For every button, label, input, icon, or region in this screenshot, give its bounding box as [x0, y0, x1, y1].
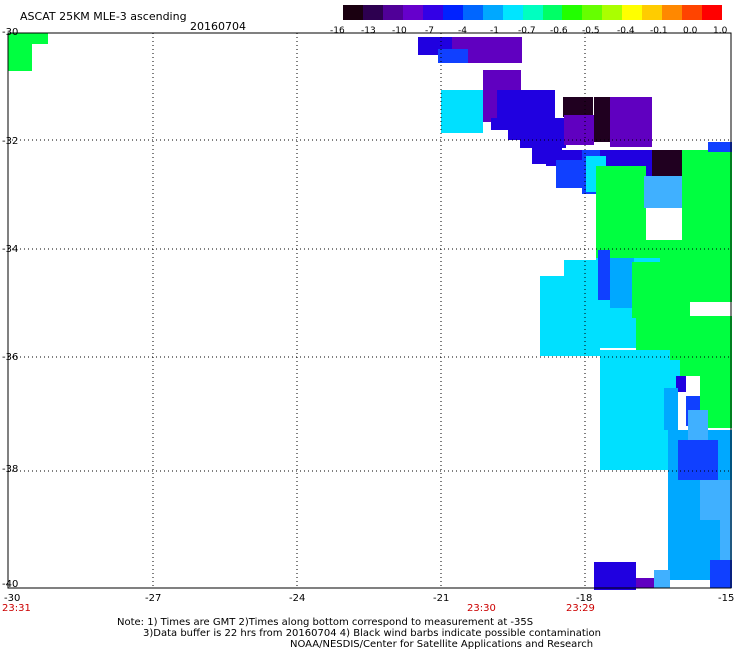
lat-label: -40 — [2, 579, 19, 590]
scatterometer-cell — [418, 37, 440, 55]
colorbar-swatch — [582, 5, 603, 20]
colorbar-tick: -1 — [490, 26, 499, 36]
colorbar-swatch — [542, 5, 563, 20]
scatterometer-cell — [664, 388, 678, 430]
colorbar-tick: -0.5 — [582, 26, 600, 36]
scatterometer-cell — [441, 90, 483, 133]
colorbar-swatch — [662, 5, 683, 20]
map-title: ASCAT 25KM MLE-3 ascending — [20, 10, 187, 23]
colorbar-tick: -16 — [330, 26, 345, 36]
colorbar-swatch — [682, 5, 703, 20]
scatterometer-cell — [710, 560, 732, 588]
lat-label: -38 — [2, 464, 19, 475]
lon-label: -21 — [433, 593, 450, 604]
colorbar-swatch — [362, 5, 383, 20]
colorbar-tick: -10 — [392, 26, 407, 36]
colorbar-swatch — [422, 5, 443, 20]
scatterometer-cell — [8, 44, 32, 71]
note-line-2: 3)Data buffer is 22 hrs from 20160704 4)… — [143, 628, 601, 639]
colorbar-tick: -0.7 — [518, 26, 536, 36]
scatterometer-cell — [644, 176, 682, 208]
scatterometer-cell — [688, 410, 708, 440]
scatterometer-cell — [563, 97, 593, 117]
scatterometer-cell — [636, 578, 660, 588]
colorbar-swatch — [702, 5, 723, 20]
colorbar-swatch — [562, 5, 583, 20]
colorbar-tick: -0.4 — [617, 26, 635, 36]
note-line-1: Note: 1) Times are GMT 2)Times along bot… — [117, 617, 534, 628]
colorbar-tick: -13 — [361, 26, 376, 36]
scatterometer-cell — [8, 33, 48, 44]
lon-label: -27 — [145, 593, 162, 604]
colorbar-swatch — [622, 5, 643, 20]
scatterometer-cell — [628, 382, 668, 464]
lat-label: -34 — [2, 244, 19, 255]
scatterometer-cell — [652, 150, 684, 176]
note-line-3: NOAA/NESDIS/Center for Satellite Applica… — [290, 639, 594, 650]
scatterometer-cell — [497, 90, 555, 120]
colorbar-tick: 1.0 — [713, 26, 728, 36]
scatterometer-cell — [654, 570, 670, 588]
lat-label: -32 — [2, 136, 19, 147]
time-label: 23:30 — [467, 603, 496, 614]
colorbar-tick: -0.1 — [650, 26, 668, 36]
scatterometer-cell — [708, 400, 732, 428]
plot-frame — [7, 32, 732, 589]
colorbar — [343, 5, 723, 20]
lat-label: -36 — [2, 352, 19, 363]
colorbar-swatch — [522, 5, 543, 20]
scatterometer-cell — [596, 166, 646, 246]
map-date: 20160704 — [190, 20, 246, 33]
lat-label: -30 — [2, 27, 19, 38]
colorbar-swatch — [402, 5, 423, 20]
scatterometer-cell — [438, 49, 468, 63]
colorbar-swatch — [462, 5, 483, 20]
lon-label: -18 — [576, 593, 593, 604]
scatterometer-cell — [594, 97, 612, 142]
scatterometer-cell — [556, 160, 586, 188]
scatterometer-cell — [632, 262, 690, 318]
colorbar-tick: -7 — [425, 26, 434, 36]
time-label: 23:31 — [2, 603, 31, 614]
colorbar-swatch — [482, 5, 503, 20]
scatterometer-cell — [598, 250, 610, 300]
colorbar-swatch — [442, 5, 463, 20]
scatterometer-cell — [676, 376, 686, 392]
lon-label: -30 — [4, 593, 21, 604]
lon-label: -24 — [289, 593, 306, 604]
colorbar-strip — [343, 5, 723, 20]
colorbar-swatch — [602, 5, 623, 20]
scatterometer-cell — [610, 97, 652, 147]
scatterometer-cell — [594, 562, 636, 590]
colorbar-tick: -4 — [458, 26, 467, 36]
colorbar-tick: -0.6 — [550, 26, 568, 36]
colorbar-swatch — [382, 5, 403, 20]
colorbar-swatch — [502, 5, 523, 20]
scatterometer-cell — [708, 142, 732, 152]
colorbar-swatch — [343, 5, 363, 20]
colorbar-tick: 0.0 — [683, 26, 698, 36]
scatterometer-cell — [610, 258, 634, 308]
scatterometer-cell — [678, 440, 718, 480]
lon-label: -15 — [718, 593, 735, 604]
colorbar-swatch — [642, 5, 663, 20]
time-label: 23:29 — [566, 603, 595, 614]
